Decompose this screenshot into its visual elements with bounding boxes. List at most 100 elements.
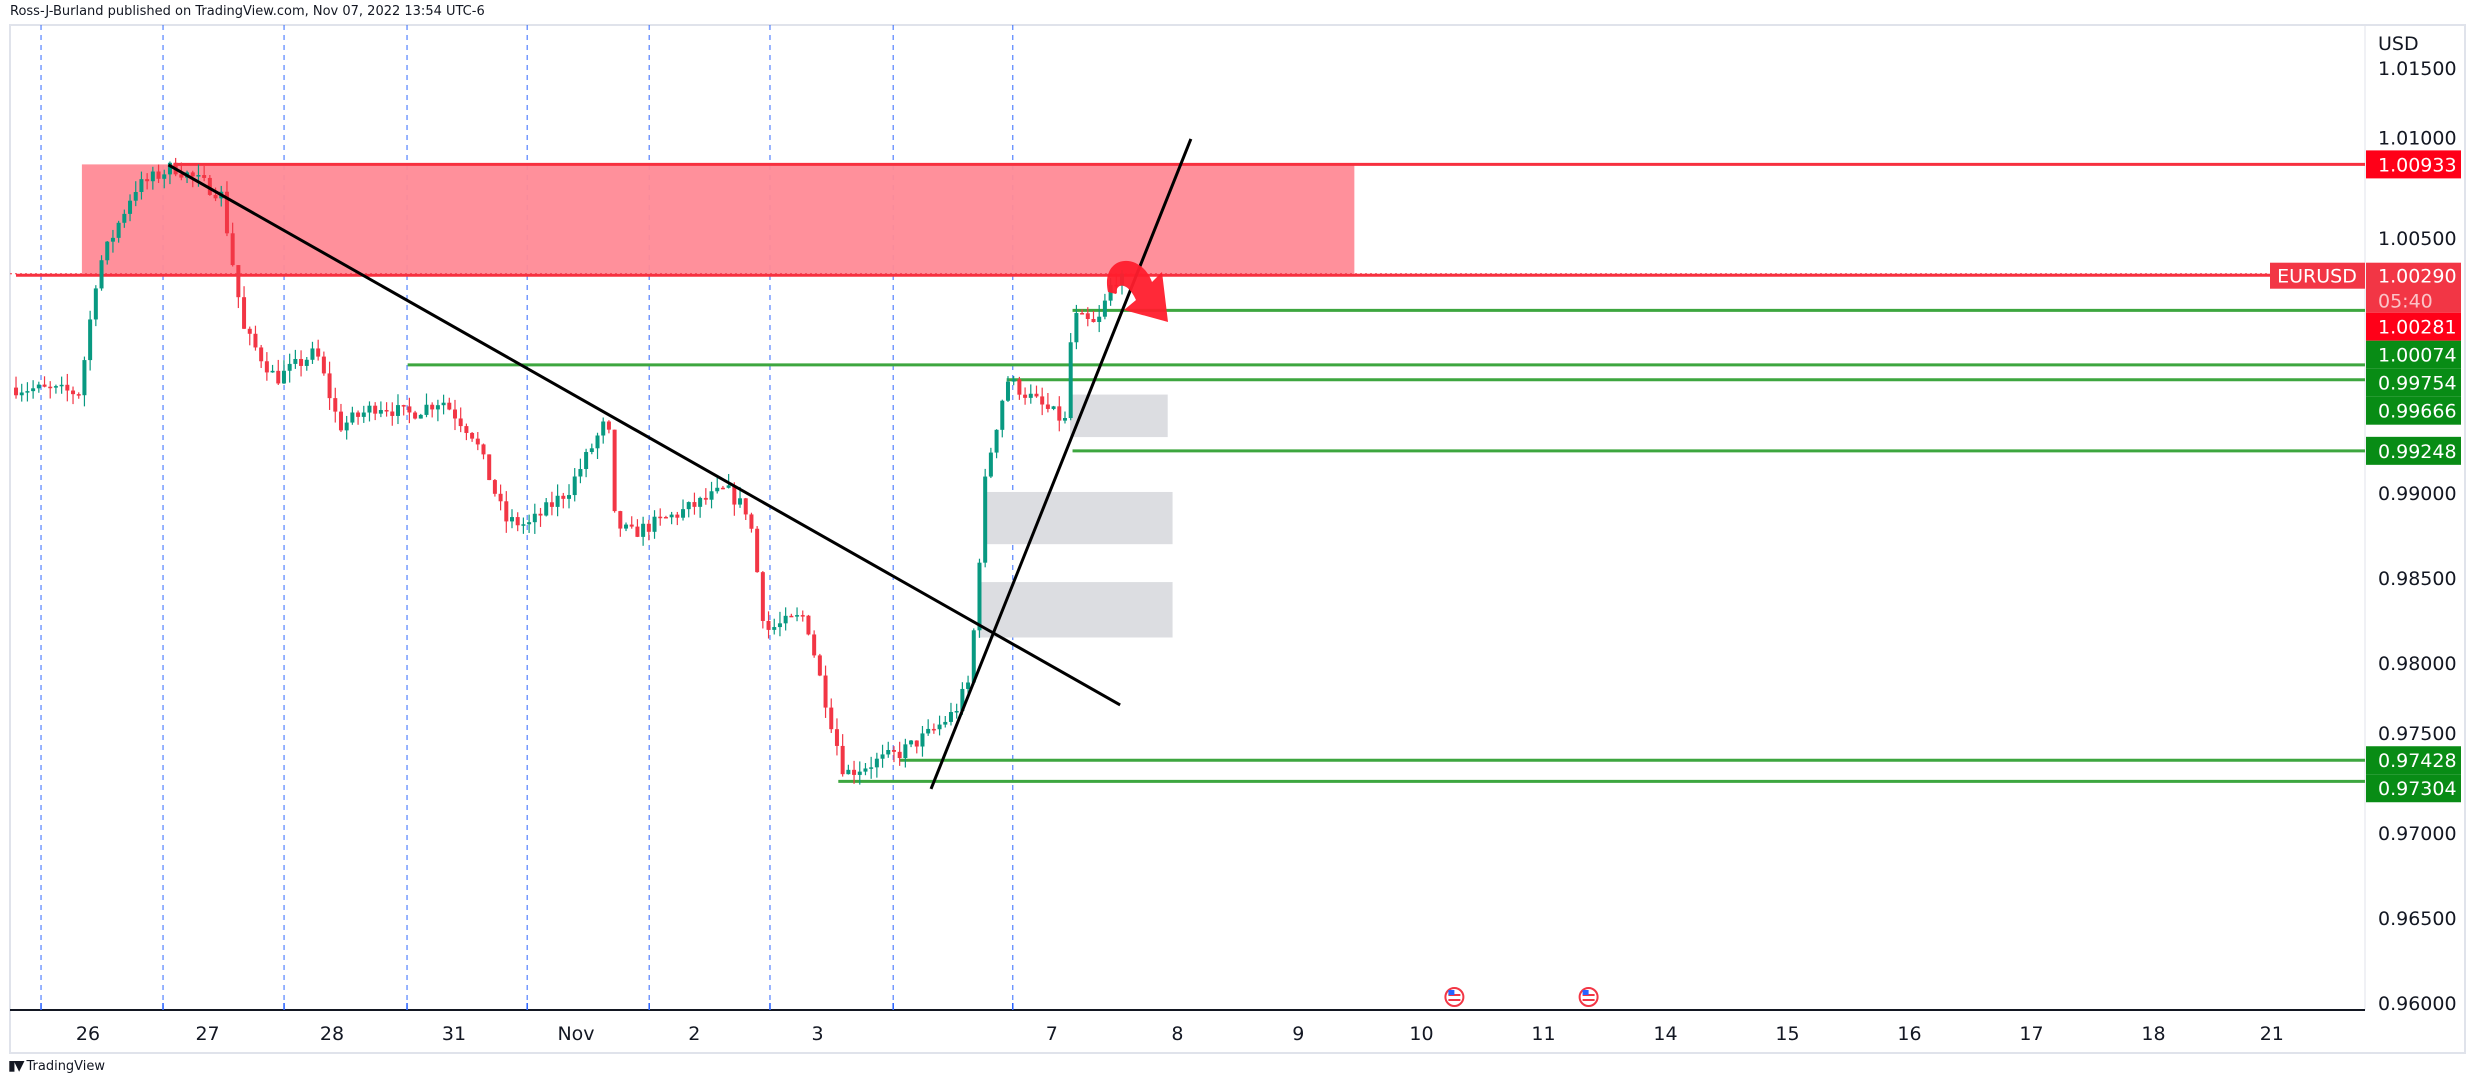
candle-up [886,750,891,755]
candle-up [167,162,172,175]
trendline [929,138,1193,790]
time-tick-label: 3 [812,1023,824,1045]
resistance-zone [81,164,1355,274]
candle-up [88,319,93,361]
candle-up [128,200,133,214]
candle-up [783,615,788,624]
candle-down [618,511,623,529]
candle-down [1045,404,1050,409]
candle-down [464,426,469,433]
candle-down [498,493,503,502]
candle-down [646,523,651,532]
candle-up [270,370,275,373]
candle-up [795,615,800,617]
candle-down [71,390,76,395]
time-tick-label: 8 [1171,1023,1183,1045]
candle-up [1068,342,1073,419]
candle-down [629,524,634,527]
candle-down [481,444,486,455]
candle-down [202,175,207,178]
time-tick-label: 7 [1046,1023,1058,1045]
candle-down [504,501,509,522]
candle-down [156,171,161,179]
demand-box [985,491,1173,545]
candle-down [390,411,395,416]
candle-up [652,516,657,532]
candle-up [772,627,777,630]
candle-down [612,429,617,512]
candle-up [920,733,925,747]
candle-up [584,451,589,470]
candle-up [418,414,423,419]
candle-up [954,711,959,713]
candle-down [207,177,212,195]
candle-up [532,513,537,523]
level-price-label [2366,396,2461,425]
time-tick-label: 28 [320,1023,344,1045]
time-tick-label: 31 [442,1023,466,1045]
candle-up [715,487,720,492]
candle-down [492,480,497,494]
candle-down [333,398,338,412]
candle-down [48,386,53,389]
candle-down [253,333,258,348]
currency-label: USD [2378,33,2419,55]
time-tick-label: 2 [688,1023,700,1045]
candle-down [1023,394,1028,398]
candle-up [880,754,885,759]
time-tick-label: 18 [2141,1023,2165,1045]
candle-up [555,495,560,507]
candle-down [264,361,269,373]
candle-up [1102,300,1107,317]
price-tick-label: 0.99000 [2378,483,2457,505]
candle-down [213,194,218,199]
symbol-tag [2270,262,2365,289]
flag-canton [1448,990,1455,995]
time-tick-label: 11 [1531,1023,1555,1045]
candle-down [447,402,452,410]
candle-down [732,485,737,505]
candle-down [487,454,492,481]
candle-down [224,191,229,234]
candle-down [760,572,765,621]
candle-down [327,373,332,399]
price-tick-label: 0.98000 [2378,653,2457,675]
candle-up [909,740,914,745]
candle-down [606,421,611,430]
candle-down [190,172,195,177]
candle-up [350,412,355,423]
candle-up [777,623,782,628]
candle-down [1091,318,1096,323]
candle-down [321,356,326,374]
candle-up [99,260,104,289]
candle-down [897,751,902,759]
candle-down [800,615,805,617]
candle-down [852,769,857,775]
candle-down [675,514,680,518]
tradingview-logo-icon: ▮▼ [8,1058,25,1074]
candle-up [1005,381,1010,401]
candle-up [983,476,988,563]
candle-down [316,348,321,357]
candle-up [510,517,515,522]
candle-down [658,516,663,519]
candle-up [966,682,971,689]
candle-up [19,392,24,396]
candle-up [977,562,982,631]
candle-up [59,384,64,387]
candle-up [105,241,110,261]
economic-event-us-flag-icon [1444,987,1465,1007]
level-price-value: 1.00281 [2378,317,2457,339]
candle-down [338,411,343,431]
candle-up [139,179,144,193]
candle-down [812,634,817,656]
candle-up [624,524,629,529]
candle-down [145,179,150,182]
price-tick-label: 1.01500 [2378,58,2457,80]
level-price-value: 0.97428 [2378,750,2457,772]
level-price-value: 0.99754 [2378,373,2457,395]
candle-down [1040,396,1045,405]
candle-up [1028,393,1033,398]
level-price-value: 0.99248 [2378,441,2457,463]
